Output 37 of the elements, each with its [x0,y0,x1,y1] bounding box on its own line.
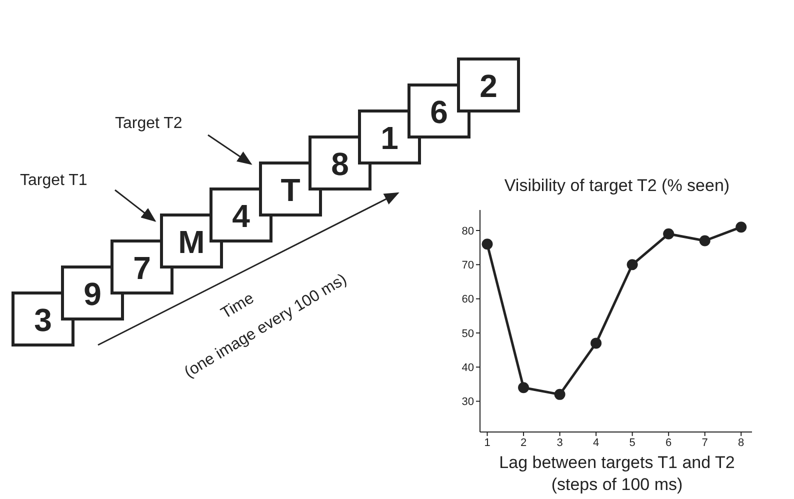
x-tick-label: 7 [702,436,708,449]
point [663,228,674,240]
point [554,388,566,400]
text: 4 [232,198,250,234]
text: 7 [133,250,151,286]
x-tick-label: 3 [556,436,563,449]
chart-title: Visibility of target T2 (% seen) [503,176,731,196]
point [736,222,747,233]
text: 1 [380,120,398,156]
text: Time [218,290,258,322]
y-tick-label: 80 [462,225,474,238]
y-tick-label: 30 [462,396,474,408]
x-tick-label: 4 [592,436,600,449]
x-tick-label: 6 [666,436,672,449]
point [518,382,530,394]
point [482,238,493,250]
y-tick-label: 40 [462,362,474,374]
text: M [178,224,205,260]
text: 8 [331,146,349,182]
x-tick-label: 5 [629,436,636,449]
text: T [280,172,301,208]
text: 3 [34,302,52,338]
y-tick-label: 50 [462,328,474,340]
text: 6 [430,94,448,130]
point [626,259,638,270]
point [590,338,602,349]
text: Target T1 [20,172,88,189]
text: 2 [480,68,498,104]
text: Target T2 [115,115,182,132]
x-tick-label: 8 [738,436,744,449]
y-tick-label: 70 [462,260,474,272]
text: 9 [84,276,102,312]
point [699,235,710,246]
x-tick-label: 1 [484,436,490,449]
y-tick-label: 60 [462,294,474,306]
x-tick-label: 2 [520,436,527,449]
x-axis-title: Lag between targets T1 and T2 (steps of 100 ms) [498,452,736,496]
